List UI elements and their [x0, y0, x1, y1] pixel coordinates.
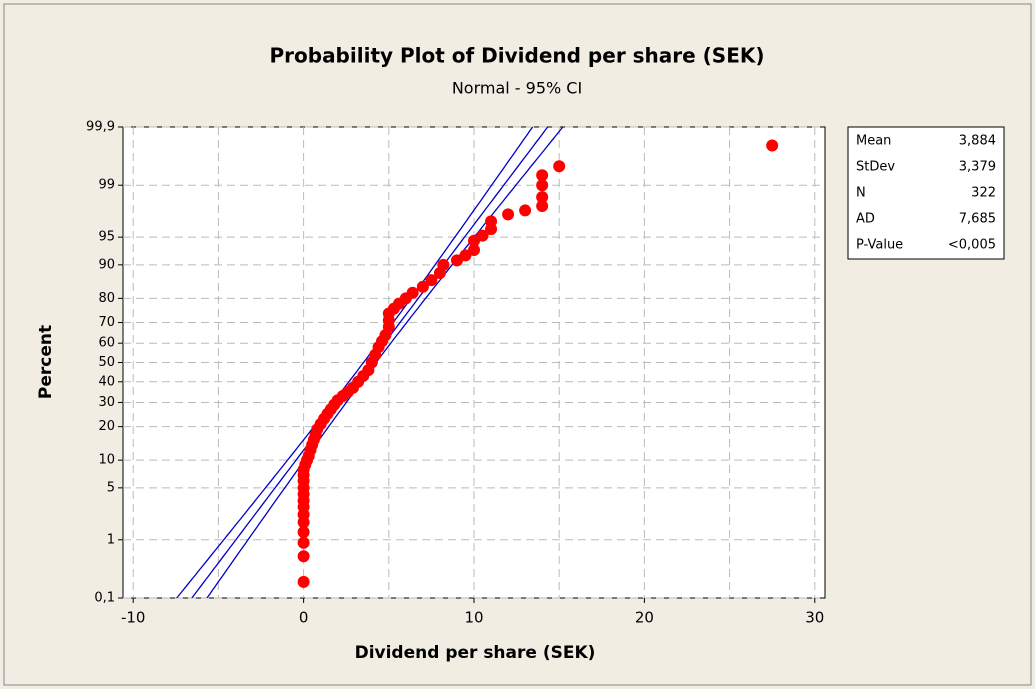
- stat-value: 3,884: [959, 134, 996, 149]
- stat-value: 322: [971, 186, 996, 201]
- data-point: [297, 536, 310, 549]
- y-tick-label: 40: [98, 374, 115, 389]
- y-tick-label: 30: [98, 395, 115, 410]
- x-axis-label: Dividend per share (SEK): [355, 643, 596, 663]
- stats-box: [847, 126, 1005, 260]
- x-tick-label: 0: [299, 609, 309, 627]
- y-axis-label: Percent: [36, 325, 56, 399]
- data-point: [502, 208, 515, 221]
- stat-value: <0,005: [948, 238, 996, 253]
- data-point: [536, 191, 549, 204]
- chart-subtitle: Normal - 95% CI: [452, 79, 582, 98]
- data-point: [476, 229, 489, 242]
- stat-name: P-Value: [856, 238, 903, 253]
- stat-name: Mean: [856, 134, 891, 149]
- stat-value: 3,379: [959, 160, 996, 175]
- y-tick-label: 80: [98, 291, 115, 306]
- y-tick-label: 95: [98, 230, 115, 245]
- y-tick-label: 1: [107, 532, 115, 547]
- data-point: [536, 179, 549, 192]
- x-tick-label: -10: [121, 609, 146, 627]
- data-point: [536, 199, 549, 212]
- x-tick-label: 20: [635, 609, 654, 627]
- y-tick-label: 20: [98, 419, 115, 434]
- data-point: [485, 215, 498, 228]
- y-tick-label: 0,1: [94, 591, 115, 606]
- y-tick-label: 50: [98, 355, 115, 370]
- stat-name: AD: [856, 212, 875, 227]
- chart-title: Probability Plot of Dividend per share (…: [269, 44, 764, 68]
- y-tick-label: 60: [98, 336, 115, 351]
- data-point: [766, 139, 779, 152]
- x-tick-label: 10: [464, 609, 483, 627]
- data-point: [297, 575, 310, 588]
- data-point: [425, 274, 438, 287]
- data-point: [553, 160, 566, 173]
- data-point: [297, 526, 310, 539]
- data-point: [468, 244, 480, 257]
- data-point: [536, 169, 549, 182]
- stat-value: 7,685: [959, 212, 996, 227]
- stat-name: N: [856, 186, 866, 201]
- y-tick-label: 5: [107, 480, 115, 495]
- data-point: [297, 550, 310, 563]
- data-point: [459, 249, 472, 262]
- y-tick-label: 99,9: [86, 120, 115, 135]
- stat-name: StDev: [856, 160, 895, 175]
- ci-line: [176, 127, 534, 598]
- x-tick-label: 30: [805, 609, 824, 627]
- data-point: [406, 286, 419, 299]
- y-tick-label: 70: [98, 315, 115, 330]
- data-point: [416, 280, 429, 293]
- y-tick-label: 10: [98, 453, 115, 468]
- data-point: [437, 258, 450, 271]
- y-tick-label: 99: [98, 178, 115, 193]
- y-tick-label: 90: [98, 257, 115, 272]
- data-point: [519, 204, 532, 217]
